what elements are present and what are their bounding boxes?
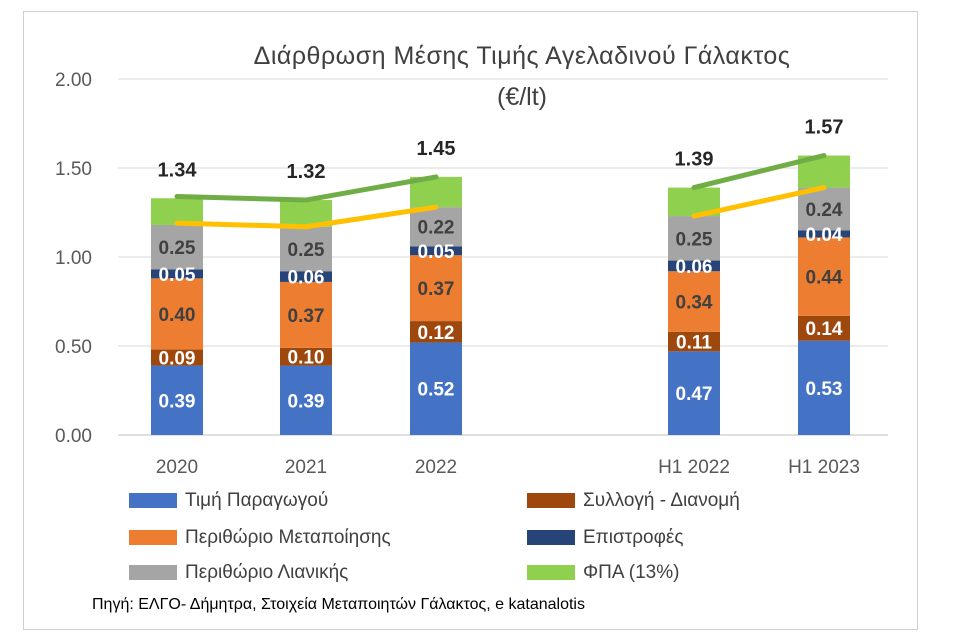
data-label: 0.25	[676, 229, 713, 250]
x-tick-label: 2022	[415, 457, 457, 478]
legend-label: Περιθώριο Λιανικής	[185, 562, 349, 583]
legend-swatch	[527, 565, 575, 581]
total-label: 1.45	[417, 138, 456, 160]
data-label: 0.10	[288, 348, 325, 369]
total-label: 1.39	[675, 149, 714, 171]
legend-label: Περιθώριο Μεταποίησης	[185, 527, 391, 548]
y-axis-ticks: 0.00 0.50 1.00 1.50 2.00	[55, 70, 92, 447]
bars	[151, 155, 850, 435]
stacked-bar-chart: Διάρθρωση Μέσης Τιμής Αγελαδινού Γάλακτο…	[55, 42, 888, 478]
total-label: 1.34	[158, 159, 198, 181]
trend-lines	[174, 153, 827, 230]
bar-segment	[798, 340, 850, 435]
data-label: 0.52	[418, 380, 455, 401]
legend-label: Τιμή Παραγωγού	[185, 490, 329, 511]
y-tick-label: 1.50	[55, 159, 92, 180]
bar-segment	[798, 187, 850, 231]
y-tick-label: 0.00	[55, 426, 92, 447]
data-label: 0.25	[288, 240, 325, 261]
data-label: 0.14	[806, 319, 843, 340]
chart-title: Διάρθρωση Μέσης Τιμής Αγελαδινού Γάλακτο…	[254, 42, 791, 70]
legend-item: Περιθώριο Λιανικής	[129, 562, 348, 584]
legend-item: Συλλογή - Διανομή	[527, 490, 740, 512]
bar-segment	[151, 224, 203, 270]
bar-segment	[668, 216, 720, 261]
bar-segment	[798, 230, 850, 238]
bar-segment	[668, 331, 720, 352]
data-label: 0.04	[806, 225, 843, 246]
bar-segment	[798, 315, 850, 341]
y-gridlines	[118, 78, 888, 436]
legend-label: Συλλογή - Διανομή	[583, 490, 740, 511]
bar-segment	[151, 198, 203, 225]
data-label: 0.22	[418, 218, 455, 239]
legend-label: Επιστροφές	[583, 527, 684, 548]
bar-segment	[798, 237, 850, 316]
legend-item: Τιμή Παραγωγού	[129, 490, 328, 512]
legend-swatch	[527, 530, 575, 546]
data-label: 0.39	[159, 391, 196, 412]
data-label: 0.24	[806, 200, 843, 221]
data-label: 0.12	[418, 323, 455, 344]
y-tick-label: 0.50	[55, 337, 92, 358]
data-label: 0.06	[288, 268, 325, 289]
x-tick-label: H1 2023	[788, 457, 860, 478]
bar-segment	[410, 255, 462, 322]
bar-segment	[410, 207, 462, 247]
data-label: 0.05	[159, 265, 196, 286]
data-label: 0.25	[159, 238, 196, 259]
trend-line	[691, 153, 827, 191]
bar-segment	[668, 260, 720, 272]
x-tick-label: 2020	[156, 457, 198, 478]
source-note: Πηγή: ΕΛΓΟ- Δήμητρα, Στοιχεία Μεταποιητώ…	[92, 596, 585, 613]
data-label: 0.11	[676, 333, 712, 354]
x-tick-label: 2021	[285, 457, 327, 478]
bar-segment	[151, 269, 203, 279]
bar-segment	[151, 278, 203, 350]
total-label: 1.32	[287, 161, 326, 183]
bar-segment	[280, 226, 332, 272]
x-axis-ticks: 2020 2021 2022 H1 2022 H1 2023	[156, 457, 860, 478]
data-label: 0.05	[418, 242, 455, 263]
data-label: 0.53	[806, 379, 843, 400]
y-tick-label: 2.00	[55, 70, 92, 91]
legend-swatch	[129, 493, 177, 509]
bar-segment	[668, 271, 720, 332]
data-label: 0.40	[159, 305, 196, 326]
bar-segment	[410, 321, 462, 343]
bar-segment	[280, 347, 332, 366]
bar-segment	[410, 342, 462, 435]
bar-segment	[668, 351, 720, 435]
trend-line	[691, 185, 827, 219]
legend-label: ΦΠΑ (13%)	[583, 562, 680, 583]
data-label: 0.06	[676, 257, 713, 278]
total-label: 1.57	[805, 117, 844, 139]
data-label: 0.44	[806, 268, 843, 289]
bar-segment	[151, 365, 203, 435]
chart-subtitle: (€/lt)	[497, 83, 547, 111]
x-tick-label: H1 2022	[658, 457, 730, 478]
data-label: 0.37	[418, 279, 455, 300]
legend-swatch	[527, 493, 575, 509]
bar-segment	[280, 271, 332, 282]
legend-item: Επιστροφές	[527, 527, 684, 549]
data-labels: 0.39 0.09 0.40 0.05 0.25 0.39 0.10 0.37 0.06 0.25…	[158, 117, 844, 413]
bar-segment	[280, 281, 332, 348]
bar-segment	[151, 349, 203, 366]
bar-segment	[410, 246, 462, 256]
legend-swatch	[129, 530, 177, 546]
trend-line	[174, 204, 439, 230]
y-tick-label: 1.00	[55, 248, 92, 269]
bar-segment	[280, 365, 332, 435]
legend-swatch	[129, 565, 177, 581]
data-label: 0.09	[159, 349, 196, 370]
trend-line	[174, 174, 439, 203]
legend-item: Περιθώριο Μεταποίησης	[129, 527, 391, 549]
data-label: 0.34	[676, 293, 713, 314]
data-label: 0.39	[288, 391, 325, 412]
legend-item: ΦΠΑ (13%)	[527, 562, 679, 584]
data-label: 0.37	[288, 306, 325, 327]
data-label: 0.47	[676, 384, 713, 405]
